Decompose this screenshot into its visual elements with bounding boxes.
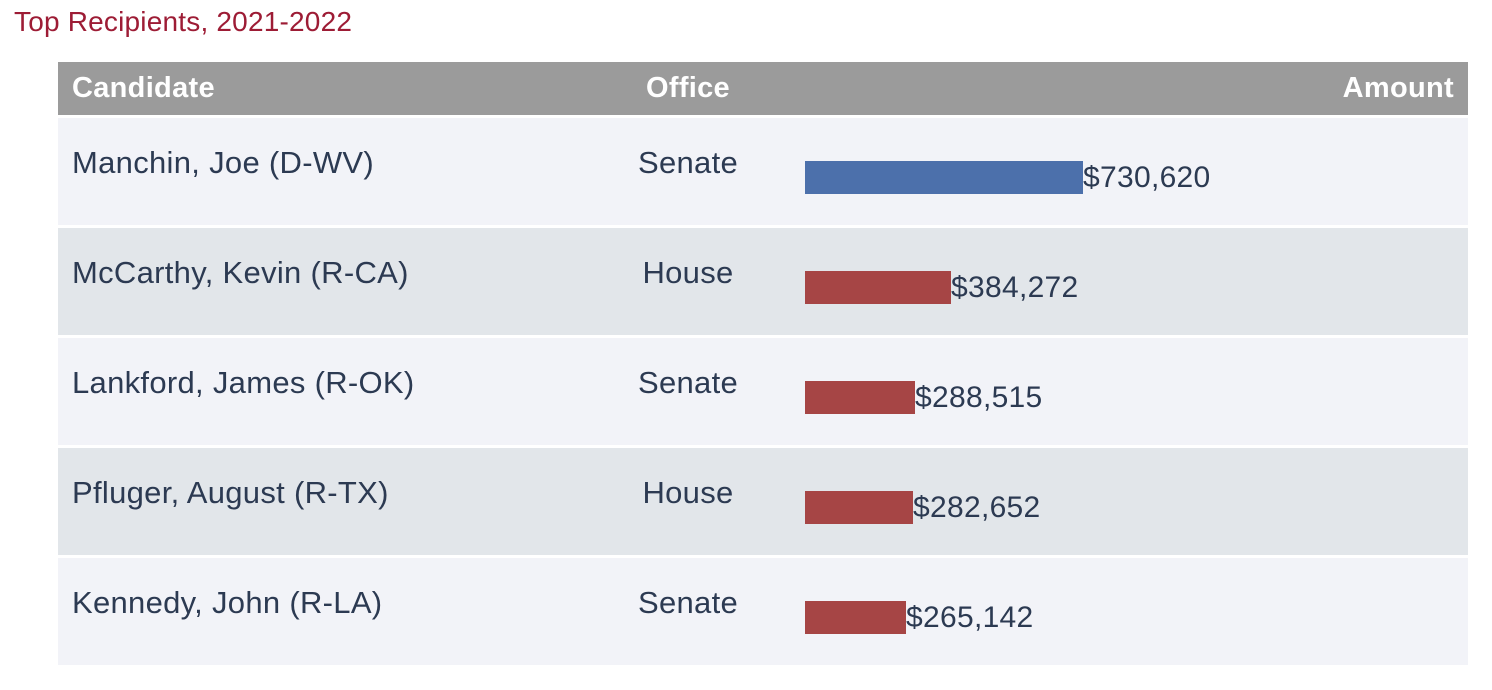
candidate-name: Pfluger, August (R-TX) bbox=[72, 475, 389, 510]
candidate-name: McCarthy, Kevin (R-CA) bbox=[72, 255, 409, 290]
table-header-row: Candidate Office Amount bbox=[58, 62, 1468, 115]
table-row: Manchin, Joe (D-WV) Senate $730,620 bbox=[58, 118, 1468, 225]
candidate-name: Kennedy, John (R-LA) bbox=[72, 585, 383, 620]
amount-bar bbox=[805, 491, 913, 524]
office-name: House bbox=[642, 255, 734, 290]
table-row: Pfluger, August (R-TX) House $282,652 bbox=[58, 448, 1468, 555]
candidate-name: Lankford, James (R-OK) bbox=[72, 365, 415, 400]
amount-bar bbox=[805, 381, 915, 414]
amount-value: $384,272 bbox=[951, 271, 1079, 304]
amount-value: $288,515 bbox=[915, 381, 1043, 414]
amount-bar bbox=[805, 601, 906, 634]
page-title: Top Recipients, 2021-2022 bbox=[14, 6, 353, 37]
office-name: House bbox=[642, 475, 734, 510]
table-row: McCarthy, Kevin (R-CA) House $384,272 bbox=[58, 228, 1468, 335]
office-name: Senate bbox=[637, 365, 739, 400]
column-header-office: Office bbox=[646, 72, 730, 104]
office-name: Senate bbox=[637, 585, 739, 620]
table-row: Lankford, James (R-OK) Senate $288,515 bbox=[58, 338, 1468, 445]
amount-bar bbox=[805, 161, 1083, 194]
candidate-name: Manchin, Joe (D-WV) bbox=[72, 145, 374, 180]
office-name: Senate bbox=[637, 145, 739, 180]
top-recipients-table: Candidate Office Amount Manchin, Joe (D-… bbox=[58, 62, 1468, 665]
amount-value: $282,652 bbox=[913, 491, 1041, 524]
table-body: Manchin, Joe (D-WV) Senate $730,620 McCa… bbox=[58, 118, 1468, 665]
column-header-amount: Amount bbox=[1342, 72, 1454, 104]
column-header-candidate: Candidate bbox=[72, 72, 215, 104]
amount-value: $265,142 bbox=[906, 601, 1034, 634]
amount-bar bbox=[805, 271, 951, 304]
table-row: Kennedy, John (R-LA) Senate $265,142 bbox=[58, 558, 1468, 665]
amount-value: $730,620 bbox=[1083, 161, 1211, 194]
